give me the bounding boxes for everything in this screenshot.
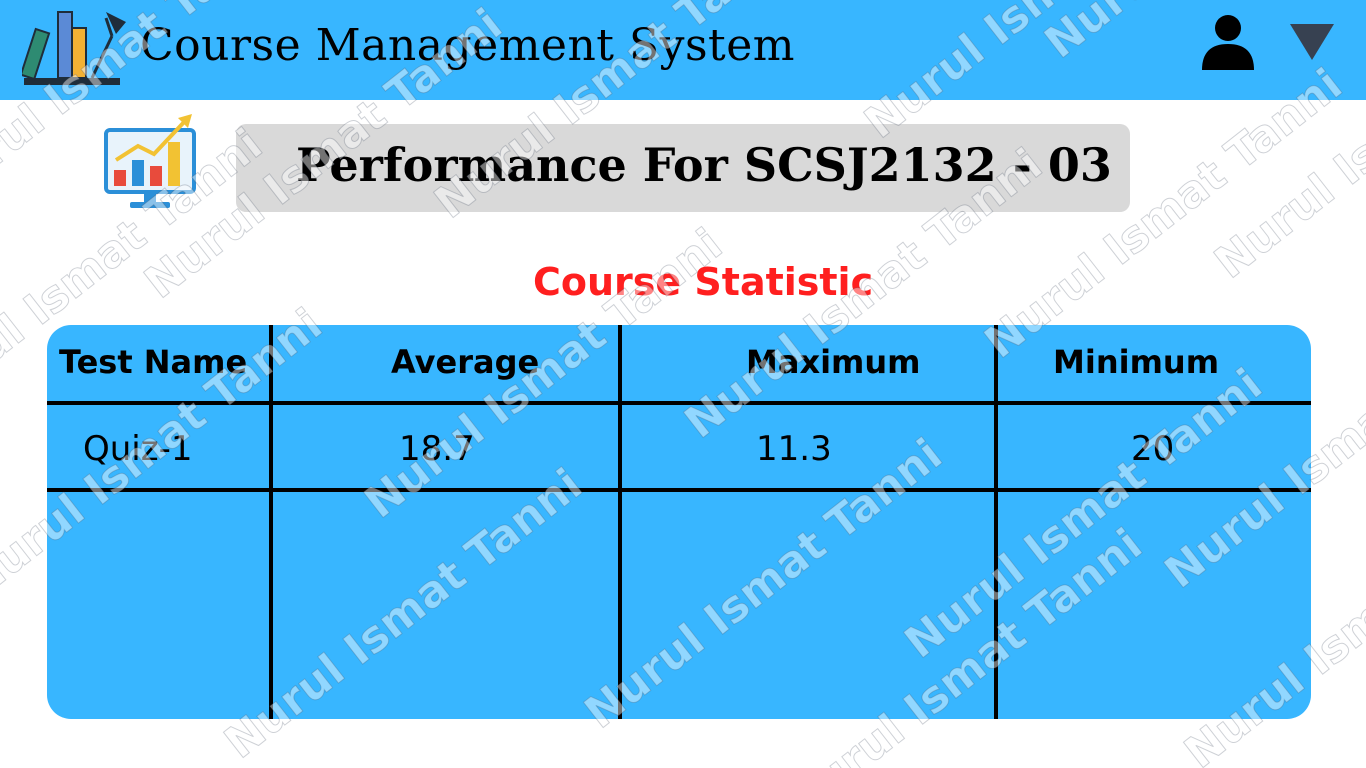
page-title: Performance For SCSJ2132 - 03	[296, 138, 1112, 192]
books-and-lamp-icon	[22, 11, 126, 85]
row-divider	[47, 401, 1311, 405]
cell-maximum: 11.3	[756, 429, 832, 469]
column-header-maximum: Maximum	[746, 343, 921, 381]
column-header-minimum: Minimum	[1053, 343, 1220, 381]
header-bar: Course Management System	[0, 0, 1366, 100]
app-title: Course Management System	[140, 20, 795, 71]
watermark-text: Nurul Ismat Tanni	[975, 59, 1351, 369]
column-header-test-name: Test Name	[59, 343, 248, 381]
cell-minimum: 20	[1131, 429, 1175, 469]
performance-chart-monitor-icon	[104, 114, 196, 208]
section-title: Course Statistic	[533, 260, 874, 304]
cell-average: 18.7	[399, 429, 475, 469]
column-header-average: Average	[391, 343, 540, 381]
caret-down-icon[interactable]	[1288, 22, 1336, 62]
column-divider	[994, 325, 998, 719]
user-icon[interactable]	[1198, 14, 1258, 72]
cell-test-name: Quiz-1	[83, 429, 193, 469]
page-title-box	[236, 124, 1130, 212]
statistics-table: Test Name Average Maximum Minimum Quiz-1…	[47, 325, 1311, 719]
column-divider	[618, 325, 622, 719]
row-divider	[47, 488, 1311, 492]
column-divider	[269, 325, 273, 719]
